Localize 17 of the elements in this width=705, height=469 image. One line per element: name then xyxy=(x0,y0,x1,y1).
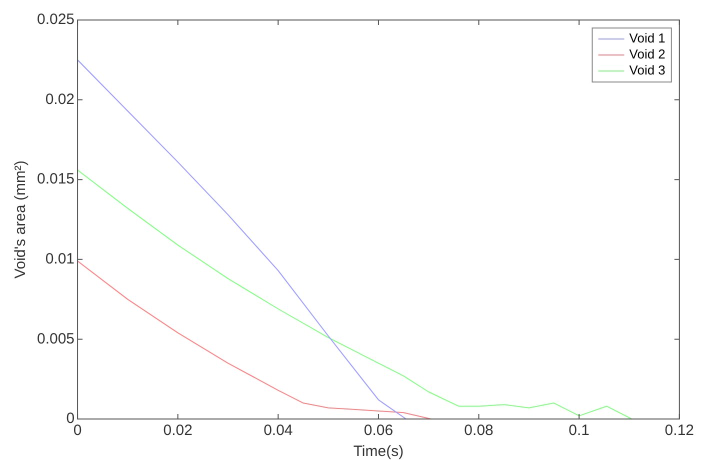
y-tick-label: 0.02 xyxy=(45,90,75,108)
x-tick-label: 0.04 xyxy=(264,422,293,440)
x-tick-label: 0.12 xyxy=(664,422,694,440)
y-tick-label: 0.025 xyxy=(36,11,75,28)
y-tick-label: 0.015 xyxy=(36,170,75,188)
y-axis-title: Void's area (mm²) xyxy=(12,160,30,278)
legend-label: Void 1 xyxy=(629,30,666,46)
x-tick-label: 0.08 xyxy=(464,422,494,440)
y-tick-label: 0 xyxy=(66,410,75,428)
y-tick-label: 0.005 xyxy=(36,330,75,348)
x-tick-label: 0.02 xyxy=(163,422,192,440)
y-tick-label: 0.01 xyxy=(45,250,75,268)
legend-label: Void 2 xyxy=(629,46,666,62)
x-tick-label: 0.1 xyxy=(568,422,590,440)
x-axis-title: Time(s) xyxy=(353,443,404,460)
legend-label: Void 3 xyxy=(629,62,666,78)
x-tick-label: 0.06 xyxy=(364,422,394,440)
